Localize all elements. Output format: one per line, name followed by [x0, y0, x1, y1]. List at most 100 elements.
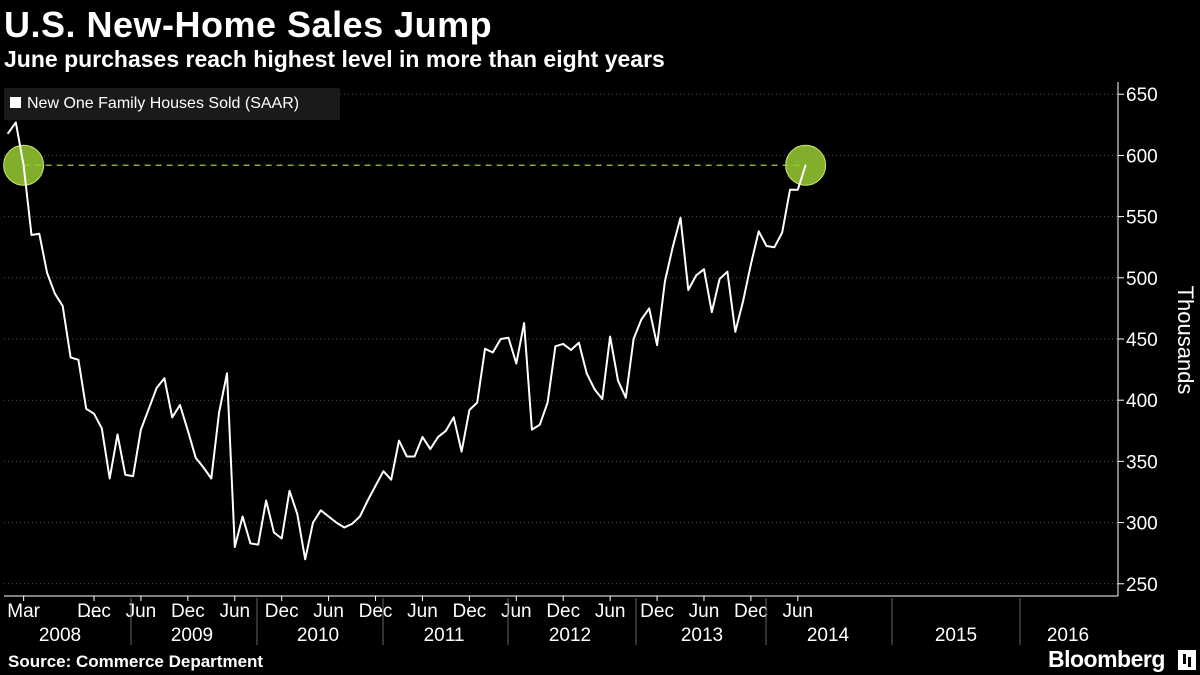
data-point	[531, 428, 533, 431]
x-tick-label: Dec	[77, 601, 111, 622]
data-point	[421, 436, 424, 438]
data-point	[546, 401, 549, 404]
data-point	[61, 305, 64, 307]
x-year-label: 2008	[39, 625, 81, 646]
x-tick-label: Jun	[782, 601, 813, 622]
data-point	[398, 439, 400, 442]
y-tick-label: 650	[1126, 85, 1158, 106]
data-point	[22, 164, 25, 167]
data-point	[15, 121, 17, 124]
data-point	[726, 270, 729, 273]
y-tick-label: 400	[1126, 391, 1158, 412]
x-year-label: 2009	[171, 625, 213, 646]
brand-logo-text: Bloomberg	[1048, 646, 1165, 672]
data-point	[54, 292, 56, 295]
data-point	[93, 412, 95, 415]
data-point	[765, 245, 768, 247]
data-point	[585, 372, 588, 375]
data-point	[359, 515, 361, 518]
data-point	[343, 526, 346, 529]
data-point	[804, 164, 807, 167]
data-point	[132, 475, 134, 477]
data-point	[460, 450, 463, 453]
data-point	[671, 246, 674, 249]
data-point	[312, 521, 314, 524]
x-tick-label: Mar	[7, 601, 40, 622]
data-point	[147, 407, 150, 410]
y-tick-label: 500	[1126, 269, 1158, 290]
data-point	[390, 478, 392, 481]
y-axis-label: Thousands	[1173, 286, 1198, 395]
data-point	[327, 515, 330, 518]
data-point	[374, 485, 377, 487]
data-point	[468, 409, 471, 411]
data-point	[210, 477, 213, 480]
x-year-label: 2016	[1047, 625, 1089, 646]
data-point	[273, 531, 275, 534]
data-point	[163, 377, 166, 379]
x-year-label: 2015	[935, 625, 977, 646]
data-point	[656, 344, 658, 346]
x-tick-label: Dec	[171, 601, 205, 622]
data-point	[77, 359, 80, 361]
source-note: Source: Commerce Department	[8, 652, 264, 671]
data-point	[476, 401, 479, 404]
data-point	[288, 489, 291, 492]
data-point	[499, 338, 502, 340]
x-tick-label: Jun	[595, 601, 626, 622]
chart-title: U.S. New-Home Sales Jump	[4, 4, 493, 45]
data-point	[679, 217, 682, 219]
y-tick-label: 450	[1126, 330, 1158, 351]
data-point	[46, 272, 48, 274]
x-tick-label: Dec	[452, 601, 486, 622]
data-point	[249, 542, 252, 545]
data-point	[797, 188, 799, 191]
data-point	[179, 404, 181, 406]
data-point	[570, 349, 572, 351]
data-point	[155, 387, 158, 389]
data-point	[218, 411, 220, 414]
data-point	[578, 341, 580, 344]
data-point	[617, 379, 619, 382]
y-tick-label: 550	[1126, 208, 1158, 229]
y-tick-label: 600	[1126, 146, 1158, 167]
data-point	[507, 336, 510, 339]
x-tick-label: Jun	[501, 601, 532, 622]
data-point	[452, 416, 455, 419]
x-tick-label: Dec	[359, 601, 393, 622]
legend-box	[4, 88, 340, 120]
data-point	[632, 338, 635, 340]
data-point	[320, 509, 322, 512]
chart-subtitle: June purchases reach highest level in mo…	[4, 46, 665, 72]
y-tick-label: 350	[1126, 452, 1158, 473]
data-point	[711, 311, 713, 313]
legend-label: New One Family Houses Sold (SAAR)	[27, 95, 299, 112]
data-point	[304, 558, 306, 561]
data-point	[695, 274, 697, 277]
data-point	[406, 455, 408, 458]
data-point	[601, 398, 604, 400]
data-point	[429, 448, 432, 450]
data-point	[116, 433, 119, 436]
x-year-label: 2010	[297, 625, 339, 646]
data-point	[554, 345, 557, 348]
data-point	[241, 515, 244, 518]
x-tick-label: Jun	[407, 601, 438, 622]
data-point	[664, 280, 666, 283]
data-point	[69, 356, 72, 359]
x-tick-label: Jun	[313, 601, 344, 622]
data-point	[257, 543, 260, 546]
legend-swatch	[10, 97, 21, 108]
data-point	[124, 474, 127, 476]
data-point	[265, 499, 267, 502]
x-tick-label: Dec	[734, 601, 768, 622]
data-point	[296, 513, 299, 515]
data-point	[187, 429, 189, 432]
data-point	[351, 522, 353, 525]
data-point	[789, 188, 791, 191]
bloomberg-icon	[1178, 650, 1196, 670]
data-point	[171, 416, 174, 419]
x-year-label: 2014	[807, 625, 850, 646]
data-point	[85, 407, 87, 410]
